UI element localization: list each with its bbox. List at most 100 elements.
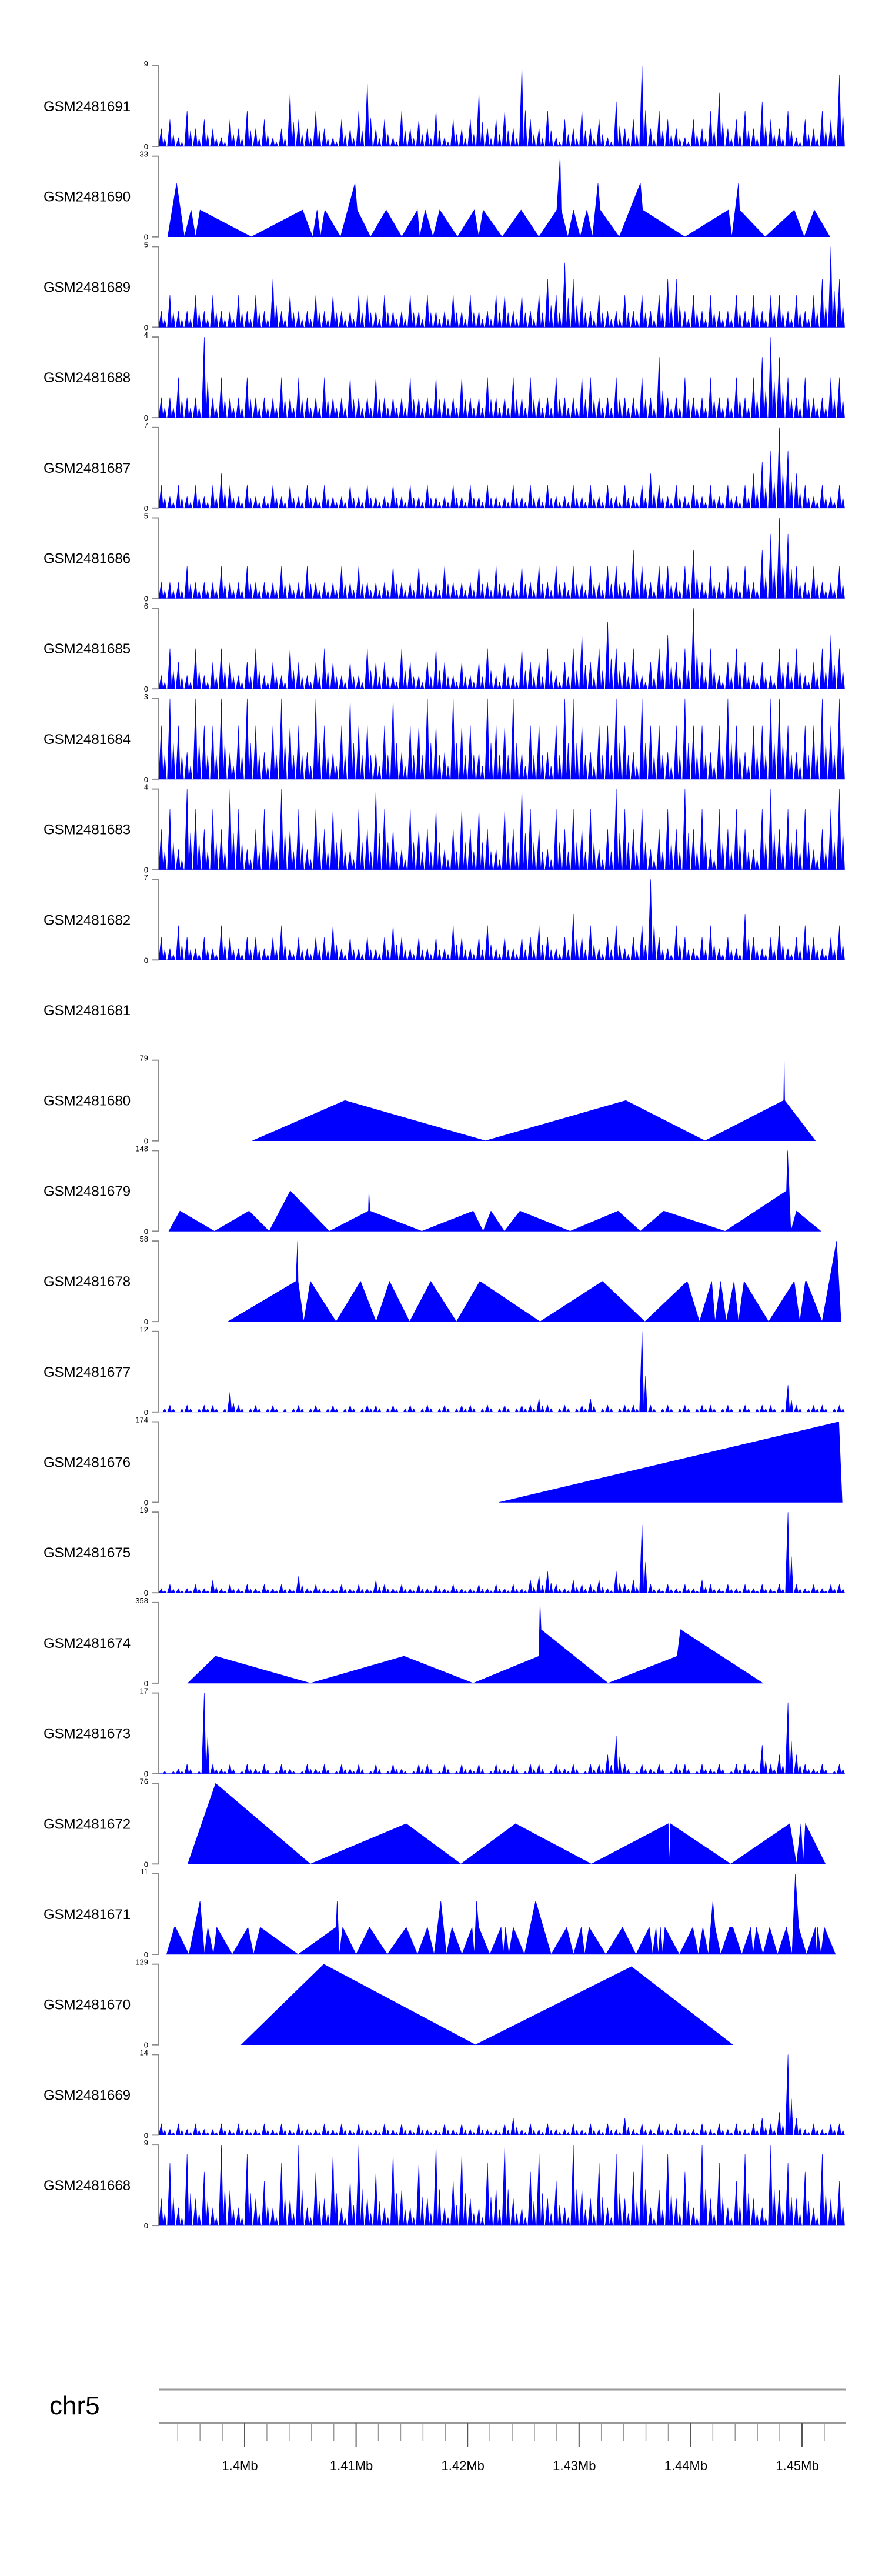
- chromosome-label: chr5: [49, 2391, 100, 2420]
- y-axis-max-label: 58: [140, 1234, 148, 1243]
- track-label: GSM2481685: [44, 641, 131, 657]
- track-GSM2481673: GSM2481673 17 0: [44, 1687, 845, 1778]
- track-GSM2481669: GSM2481669 14 0: [44, 2048, 845, 2140]
- coverage-area: [187, 1602, 764, 1684]
- x-tick-label: 1.45Mb: [776, 2458, 818, 2473]
- coverage-area: [158, 2054, 845, 2136]
- y-axis-min-label: 0: [144, 1499, 148, 1507]
- track-GSM2481675: GSM2481675 19 0: [44, 1506, 845, 1597]
- track-label: GSM2481672: [44, 1816, 131, 1832]
- x-tick-label: 1.43Mb: [553, 2458, 596, 2473]
- coverage-area: [158, 879, 845, 960]
- track-GSM2481681: GSM2481681: [44, 1003, 131, 1019]
- y-axis-min-label: 0: [144, 2041, 148, 2050]
- track-label: GSM2481686: [44, 551, 131, 567]
- y-axis-max-label: 6: [144, 602, 148, 610]
- track-GSM2481679: GSM2481679 148 0: [44, 1144, 822, 1236]
- y-axis-min-label: 0: [144, 956, 148, 965]
- track-label: GSM2481677: [44, 1364, 131, 1380]
- track-label: GSM2481687: [44, 461, 131, 476]
- x-tick-label: 1.42Mb: [442, 2458, 485, 2473]
- coverage-area: [158, 789, 845, 870]
- track-GSM2481687: GSM2481687 7 0: [44, 421, 845, 513]
- track-GSM2481682: GSM2481682 7 0: [44, 873, 845, 965]
- y-axis-min-label: 0: [144, 866, 148, 875]
- track-GSM2481684: GSM2481684 3 0: [44, 692, 845, 784]
- coverage-area: [167, 156, 830, 238]
- y-axis-max-label: 5: [144, 240, 148, 249]
- track-label: GSM2481674: [44, 1636, 131, 1651]
- track-label: GSM2481669: [44, 2087, 131, 2103]
- track-GSM2481676: GSM2481676 174 0: [44, 1416, 843, 1507]
- track-GSM2481691: GSM2481691 9 0: [44, 59, 845, 151]
- coverage-area: [158, 608, 845, 689]
- y-axis-min-label: 0: [144, 2131, 148, 2140]
- track-GSM2481683: GSM2481683 4 0: [44, 783, 845, 875]
- track-GSM2481688: GSM2481688 4 0: [44, 331, 845, 422]
- y-axis-min-label: 0: [144, 1770, 148, 1778]
- y-axis-min-label: 0: [144, 1589, 148, 1597]
- y-axis-max-label: 19: [140, 1506, 148, 1514]
- y-axis-max-label: 33: [140, 150, 148, 159]
- coverage-area: [159, 1693, 845, 1774]
- track-label: GSM2481684: [44, 732, 131, 748]
- track-label: GSM2481690: [44, 189, 131, 205]
- x-tick-label: 1.4Mb: [222, 2458, 258, 2473]
- coverage-area: [240, 1964, 734, 2046]
- coverage-area: [187, 1783, 826, 1864]
- y-axis-min-label: 0: [144, 142, 148, 151]
- track-GSM2481680: GSM2481680 79 0: [44, 1054, 816, 1146]
- y-axis-min-label: 0: [144, 1317, 148, 1326]
- track-label: GSM2481668: [44, 2178, 131, 2194]
- coverage-area: [158, 2145, 845, 2226]
- track-GSM2481678: GSM2481678 58 0: [44, 1234, 841, 1326]
- track-GSM2481685: GSM2481685 6 0: [44, 602, 845, 693]
- track-label: GSM2481688: [44, 370, 131, 386]
- y-axis-max-label: 4: [144, 783, 148, 792]
- y-axis-max-label: 9: [144, 2138, 148, 2147]
- track-label: GSM2481680: [44, 1093, 131, 1109]
- track-GSM2481674: GSM2481674 358 0: [44, 1596, 764, 1688]
- track-GSM2481690: GSM2481690 33 0: [44, 150, 830, 242]
- y-axis-max-label: 129: [135, 1958, 148, 1967]
- y-axis-max-label: 17: [140, 1687, 148, 1696]
- coverage-area: [166, 1873, 836, 1956]
- y-axis-min-label: 0: [144, 1137, 148, 1146]
- coverage-area: [227, 1241, 841, 1323]
- coverage-area: [158, 518, 845, 599]
- y-axis-max-label: 148: [135, 1144, 148, 1153]
- y-axis-max-label: 4: [144, 331, 148, 339]
- track-GSM2481686: GSM2481686 5 0: [44, 512, 845, 603]
- y-axis-max-label: 174: [135, 1416, 148, 1424]
- x-tick-label: 1.41Mb: [330, 2458, 373, 2473]
- track-label: GSM2481679: [44, 1183, 131, 1199]
- coverage-area: [158, 698, 845, 780]
- y-axis-min-label: 0: [144, 775, 148, 784]
- coverage-area: [159, 1331, 845, 1413]
- y-axis-min-label: 0: [144, 233, 148, 242]
- track-GSM2481668: GSM2481668 9 0: [44, 2138, 845, 2230]
- y-axis-max-label: 12: [140, 1325, 148, 1334]
- y-axis-max-label: 358: [135, 1596, 148, 1605]
- y-axis-min-label: 0: [144, 595, 148, 603]
- y-axis-min-label: 0: [144, 413, 148, 422]
- track-label: GSM2481681: [44, 1003, 131, 1019]
- y-axis-min-label: 0: [144, 504, 148, 513]
- coverage-area: [252, 1060, 816, 1142]
- track-label: GSM2481671: [44, 1907, 131, 1923]
- y-axis-min-label: 0: [144, 685, 148, 693]
- track-label: GSM2481683: [44, 822, 131, 838]
- track-label: GSM2481673: [44, 1726, 131, 1742]
- genome-axis: chr5 1.4Mb 1.41Mb 1.42Mb 1.43Mb 1.44Mb 1.45Mb: [49, 2388, 846, 2473]
- x-tick-label: 1.44Mb: [664, 2458, 707, 2473]
- y-axis-min-label: 0: [144, 323, 148, 332]
- y-axis-max-label: 79: [140, 1054, 148, 1063]
- track-GSM2481689: GSM2481689 5 0: [44, 240, 845, 332]
- track-label: GSM2481670: [44, 1997, 131, 2013]
- coverage-area: [499, 1422, 843, 1503]
- coverage-area: [158, 337, 845, 418]
- track-label: GSM2481689: [44, 279, 131, 295]
- coverage-area: [158, 246, 845, 328]
- y-axis-min-label: 0: [144, 1227, 148, 1236]
